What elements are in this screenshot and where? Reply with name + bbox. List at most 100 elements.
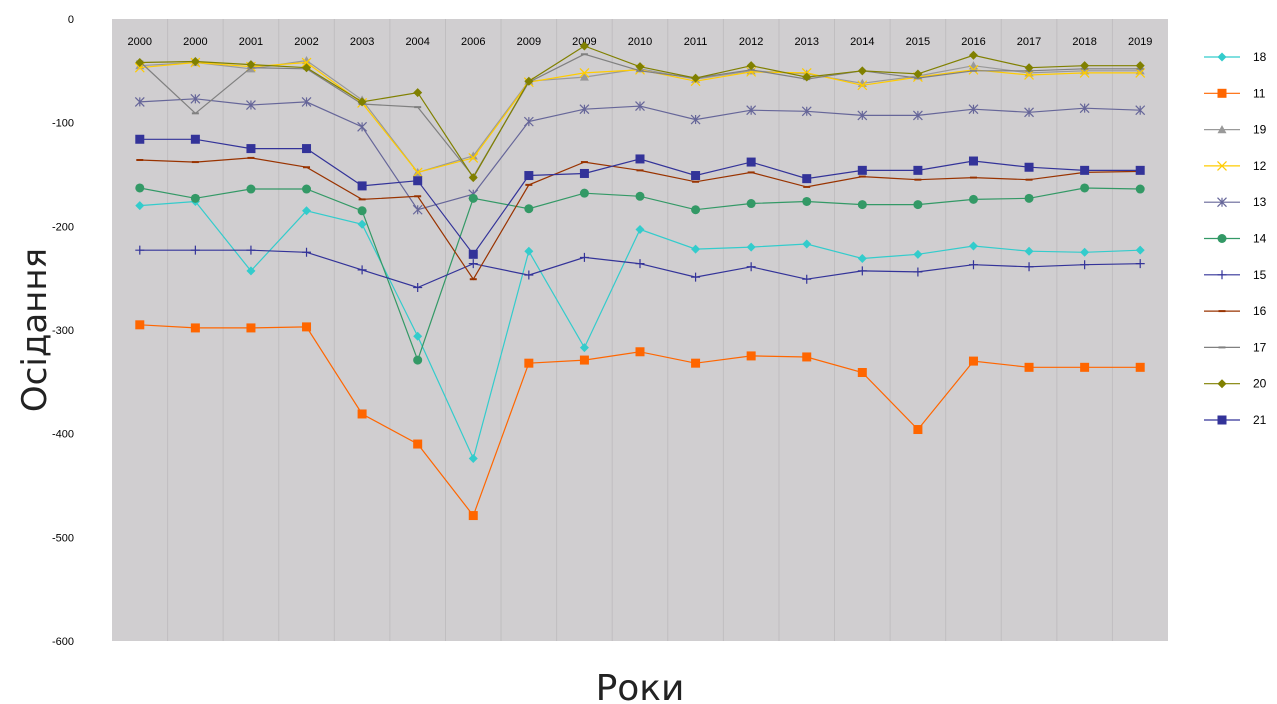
data-point xyxy=(190,57,200,67)
data-point xyxy=(1024,362,1034,372)
data-point xyxy=(135,320,145,330)
legend-marker xyxy=(1217,415,1227,425)
data-point xyxy=(468,511,478,521)
data-point xyxy=(468,454,478,464)
legend-marker xyxy=(1217,52,1227,62)
data-point xyxy=(913,165,923,175)
data-point xyxy=(857,253,867,263)
y-axis-title: Осідання xyxy=(15,248,55,412)
data-point xyxy=(912,110,923,121)
data-point xyxy=(246,60,256,70)
data-point xyxy=(746,199,756,209)
data-point xyxy=(357,219,367,229)
data-point xyxy=(802,274,812,284)
data-point xyxy=(746,61,756,71)
data-point xyxy=(524,76,534,86)
data-point xyxy=(746,262,756,272)
x-tick-label: 2013 xyxy=(794,36,818,48)
data-point xyxy=(579,343,589,353)
data-point xyxy=(968,156,978,166)
data-point xyxy=(190,245,200,255)
data-point xyxy=(357,121,368,132)
data-point xyxy=(857,266,867,276)
data-point xyxy=(746,105,757,116)
data-point xyxy=(1135,105,1146,116)
data-point xyxy=(579,168,589,178)
data-point xyxy=(468,152,479,163)
data-point xyxy=(802,352,812,362)
x-tick-label: 2002 xyxy=(294,36,318,48)
legend-label: 20 xyxy=(1253,377,1267,391)
data-point xyxy=(1135,67,1146,78)
data-point xyxy=(691,73,701,83)
data-point xyxy=(968,50,978,60)
data-point xyxy=(357,265,367,275)
legend-item: 18 xyxy=(1204,50,1267,64)
x-tick-label: 2014 xyxy=(850,36,874,48)
data-point xyxy=(1135,259,1145,269)
legend-label: 15 xyxy=(1253,268,1267,282)
data-point xyxy=(913,267,923,277)
data-point xyxy=(524,358,534,368)
data-point xyxy=(357,97,367,107)
x-tick-label: 2017 xyxy=(1017,36,1041,48)
data-point xyxy=(691,171,701,181)
data-point xyxy=(302,184,312,194)
legend-item: 14 xyxy=(1204,232,1267,246)
legend-item: 21 xyxy=(1204,413,1267,427)
x-tick-label: 2018 xyxy=(1072,36,1096,48)
data-point xyxy=(1080,61,1090,71)
data-point xyxy=(968,104,979,115)
legend-label: 12 xyxy=(1253,159,1267,173)
data-point xyxy=(857,80,868,91)
series-13 xyxy=(134,93,1146,215)
data-point xyxy=(802,239,812,249)
series-18 xyxy=(135,196,1145,464)
x-tick-label: 2009 xyxy=(517,36,541,48)
data-series xyxy=(134,41,1146,521)
x-tick-label: 2016 xyxy=(961,36,985,48)
data-point xyxy=(1080,362,1090,372)
data-point xyxy=(357,409,367,419)
legend-item: 12 xyxy=(1204,159,1267,173)
data-point xyxy=(468,193,478,203)
data-point xyxy=(802,196,812,206)
data-point xyxy=(1024,107,1034,118)
data-point xyxy=(357,181,367,191)
legend-label: 17 xyxy=(1253,340,1267,354)
data-point xyxy=(190,134,200,144)
legend-label: 19 xyxy=(1253,123,1267,137)
series-14 xyxy=(135,183,1145,365)
legend-label: 18 xyxy=(1253,50,1267,64)
data-point xyxy=(302,55,312,65)
x-tick-label: 2019 xyxy=(1128,36,1152,48)
data-point xyxy=(246,245,256,255)
data-point xyxy=(968,241,978,251)
data-point xyxy=(301,57,312,68)
data-point xyxy=(246,144,256,154)
x-tick-label: 2004 xyxy=(405,36,429,48)
data-point xyxy=(524,246,534,256)
series-15 xyxy=(135,245,1145,292)
legend-item: 11 xyxy=(1204,86,1266,100)
data-point xyxy=(857,110,868,121)
y-axis-tick-labels: 0 -100 -200 -300 -400 -500 -600 xyxy=(52,14,74,648)
data-point xyxy=(302,206,312,216)
legend-item: 17 xyxy=(1204,340,1267,354)
data-point xyxy=(579,355,589,365)
plot-area xyxy=(112,19,1168,641)
data-point xyxy=(635,259,645,269)
y-tick-label: -100 xyxy=(52,118,74,130)
legend-label: 13 xyxy=(1253,195,1267,209)
data-point xyxy=(1135,165,1145,175)
data-point xyxy=(968,260,978,270)
data-point xyxy=(1024,262,1034,272)
legend-item: 19 xyxy=(1204,123,1267,137)
legend-marker xyxy=(1217,197,1227,208)
x-tick-label: 2015 xyxy=(906,36,930,48)
data-point xyxy=(134,97,145,107)
legend-marker xyxy=(1217,270,1227,280)
data-point xyxy=(913,425,923,435)
data-point xyxy=(524,171,534,181)
legend-label: 16 xyxy=(1253,304,1267,318)
